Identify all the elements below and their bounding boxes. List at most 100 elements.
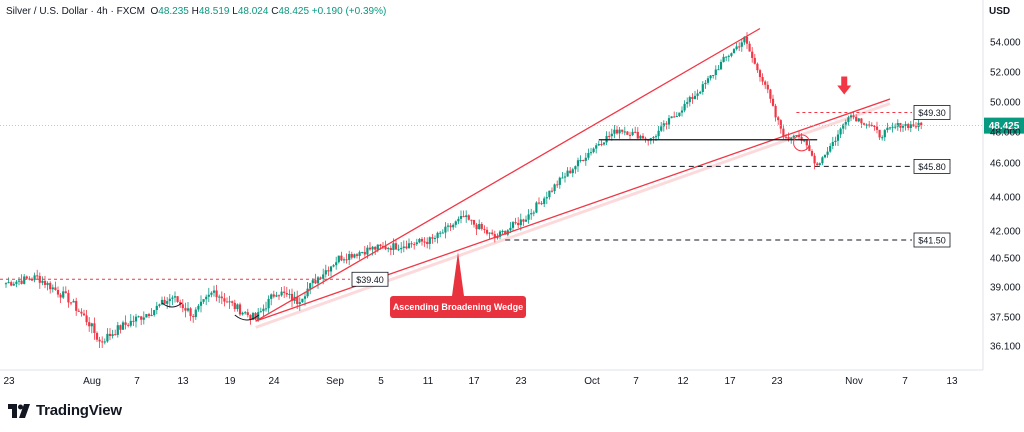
candle-body xyxy=(160,299,164,305)
candle-body xyxy=(574,166,577,170)
candle-body xyxy=(439,232,442,234)
candle-body xyxy=(873,125,876,127)
x-tick-label: Aug xyxy=(83,376,101,387)
candle-body xyxy=(540,203,543,205)
candle-body xyxy=(452,224,455,228)
candle-body xyxy=(155,305,158,311)
candle-body xyxy=(639,135,642,139)
candle-body xyxy=(842,124,845,129)
candle-body xyxy=(522,219,525,222)
x-tick-label: 7 xyxy=(902,376,908,387)
candle-body xyxy=(782,128,785,137)
candle-body xyxy=(626,131,629,135)
candle-body xyxy=(920,122,923,126)
candle-body xyxy=(696,93,699,96)
candle-body xyxy=(303,296,307,299)
wedge-annotation: Ascending Broadening Wedge xyxy=(390,296,526,318)
candle-body xyxy=(738,46,741,48)
candle-body xyxy=(662,123,665,127)
y-tick-label: 54.000 xyxy=(990,38,1021,49)
candle-body xyxy=(839,128,842,135)
candle-body xyxy=(613,129,616,134)
overlays-layer: $49.30 $45.80 $41.50 $39.40 48.425 xyxy=(0,27,1024,329)
open-value: 48.235 xyxy=(158,6,189,17)
candle-body xyxy=(829,145,832,152)
candle-body xyxy=(296,296,299,304)
candle-body xyxy=(550,190,554,192)
close-label: C xyxy=(271,6,279,17)
candle-body xyxy=(576,160,580,167)
last-price-tag xyxy=(984,117,1024,134)
candle-body xyxy=(246,312,249,316)
candle-body xyxy=(748,43,751,52)
candle-body xyxy=(496,236,499,239)
candle-body xyxy=(907,124,910,129)
candle-body xyxy=(400,247,403,250)
candle-body xyxy=(163,299,166,304)
candle-body xyxy=(909,124,912,129)
x-tick-label: 17 xyxy=(468,376,480,387)
candle-body xyxy=(59,294,62,298)
candle-body xyxy=(514,222,517,224)
candle-body xyxy=(862,123,866,125)
candle-body xyxy=(537,202,541,204)
candle-body xyxy=(101,341,104,343)
candle-body xyxy=(363,251,366,255)
candle-body xyxy=(90,323,93,327)
candle-body xyxy=(314,280,317,284)
candle-body xyxy=(706,78,710,83)
candle-body xyxy=(686,102,689,104)
candle-body xyxy=(38,275,41,283)
candle-body xyxy=(823,154,827,158)
candle-body xyxy=(467,215,470,220)
candle-body xyxy=(712,75,715,77)
x-tick-label: 13 xyxy=(946,376,958,387)
candle-body xyxy=(849,115,853,118)
candle-body xyxy=(249,315,252,320)
candle-body xyxy=(340,255,343,261)
curve-marker xyxy=(234,314,260,321)
candle-body xyxy=(215,290,218,298)
brand-name: TradingView xyxy=(36,402,122,419)
candle-body xyxy=(888,127,892,129)
y-tick-label: 48.000 xyxy=(990,128,1021,139)
candle-body xyxy=(228,301,231,303)
candle-body xyxy=(153,310,156,316)
candle-body xyxy=(254,313,257,320)
symbol-title: Silver / U.S. Dollar · 4h · FXCM xyxy=(6,6,145,17)
candle-body xyxy=(545,197,548,199)
candle-body xyxy=(306,288,309,297)
candle-body xyxy=(657,130,660,137)
candle-body xyxy=(735,46,738,50)
chart-header: Silver / U.S. Dollar · 4h · FXCM O48.235… xyxy=(6,6,386,17)
candle-body xyxy=(665,123,668,125)
candle-body xyxy=(368,247,372,250)
candle-body xyxy=(808,145,811,151)
candle-body xyxy=(779,120,782,129)
x-tick-label: 7 xyxy=(134,376,140,387)
candle-body xyxy=(371,246,374,250)
candle-body xyxy=(652,137,655,139)
candle-body xyxy=(108,333,112,336)
tradingview-logo[interactable]: TradingView xyxy=(8,402,122,419)
candle-body xyxy=(62,291,65,298)
level-label-box xyxy=(913,105,951,120)
candle-body xyxy=(85,315,88,323)
candle-body xyxy=(36,275,39,277)
candle-body xyxy=(25,276,28,279)
candles-layer xyxy=(4,32,923,348)
candle-body xyxy=(220,296,223,299)
candle-body xyxy=(797,135,801,137)
candle-body xyxy=(595,145,598,149)
candle-body xyxy=(795,135,798,137)
candle-body xyxy=(493,234,496,239)
candle-body xyxy=(285,292,288,295)
candle-body xyxy=(49,282,52,290)
candle-body xyxy=(426,241,429,244)
candle-body xyxy=(465,215,468,218)
candle-body xyxy=(501,231,504,233)
candle-body xyxy=(751,51,754,58)
y-tick-label: 42.000 xyxy=(990,227,1021,238)
candle-body xyxy=(415,242,418,245)
